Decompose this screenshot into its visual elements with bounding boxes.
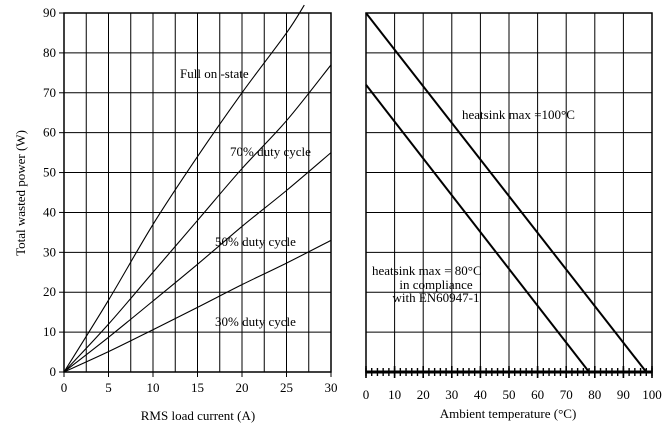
right-x-axis-label: Ambient temperature (°C) <box>440 406 577 421</box>
label-50-duty-cycle: 50% duty cycle <box>215 234 296 249</box>
right-x-tick-label: 10 <box>388 387 401 402</box>
left-y-tick-label: 20 <box>43 284 56 299</box>
left-y-tick-label: 60 <box>43 125 56 140</box>
right-x-tick-label: 20 <box>417 387 430 402</box>
left-y-tick-label: 80 <box>43 45 56 60</box>
left-x-tick-label: 15 <box>191 380 204 395</box>
right-chart: 0 10 20 30 40 50 60 70 80 90 100 <box>363 12 662 402</box>
curve-50-duty-cycle <box>63 152 332 373</box>
left-y-axis-label: Total wasted power (W) <box>13 130 28 256</box>
curve-70-duty-cycle <box>63 64 332 373</box>
left-x-tick-label: 30 <box>325 380 338 395</box>
label-70-duty-cycle: 70% duty cycle <box>230 144 311 159</box>
curve-full-on-state <box>63 4 305 373</box>
label-en60947: with EN60947-1 <box>392 290 479 305</box>
right-x-tick-label: 70 <box>560 387 573 402</box>
left-x-axis-label: RMS load current (A) <box>141 408 255 423</box>
right-x-tick-label: 90 <box>617 387 630 402</box>
label-heatsink-100: heatsink max =100°C <box>462 107 575 122</box>
left-y-tick-label: 90 <box>43 5 56 20</box>
left-y-tick-label: 10 <box>43 324 56 339</box>
label-30-duty-cycle: 30% duty cycle <box>215 314 296 329</box>
curve-30-duty-cycle <box>63 239 332 373</box>
label-in-compliance: in compliance <box>399 277 473 292</box>
left-x-tick-label: 20 <box>236 380 249 395</box>
left-y-tick-label: 40 <box>43 204 56 219</box>
left-y-tick-label: 70 <box>43 85 56 100</box>
right-x-tick-label: 100 <box>642 387 662 402</box>
right-x-tick-label: 80 <box>588 387 601 402</box>
left-chart: 0 10 20 30 40 50 60 70 80 90 0 5 10 15 20 25 30 <box>43 4 338 395</box>
left-y-tick-label: 50 <box>43 165 56 180</box>
line-heatsink-100 <box>365 12 648 373</box>
left-x-tick-label: 0 <box>61 380 68 395</box>
right-x-tick-label: 30 <box>445 387 458 402</box>
right-x-tick-label: 60 <box>531 387 544 402</box>
line-heatsink-80 <box>365 84 590 373</box>
right-x-tick-label: 0 <box>363 387 370 402</box>
label-full-on-state: Full on -state <box>180 66 249 81</box>
left-x-tick-label: 5 <box>105 380 112 395</box>
right-x-tick-label: 40 <box>474 387 487 402</box>
left-y-tick-label: 0 <box>50 364 57 379</box>
left-x-tick-label: 25 <box>280 380 293 395</box>
left-x-tick-label: 10 <box>147 380 160 395</box>
right-x-tick-label: 50 <box>503 387 516 402</box>
label-heatsink-80: heatsink max = 80°C <box>372 263 482 278</box>
left-y-tick-label: 30 <box>43 244 56 259</box>
